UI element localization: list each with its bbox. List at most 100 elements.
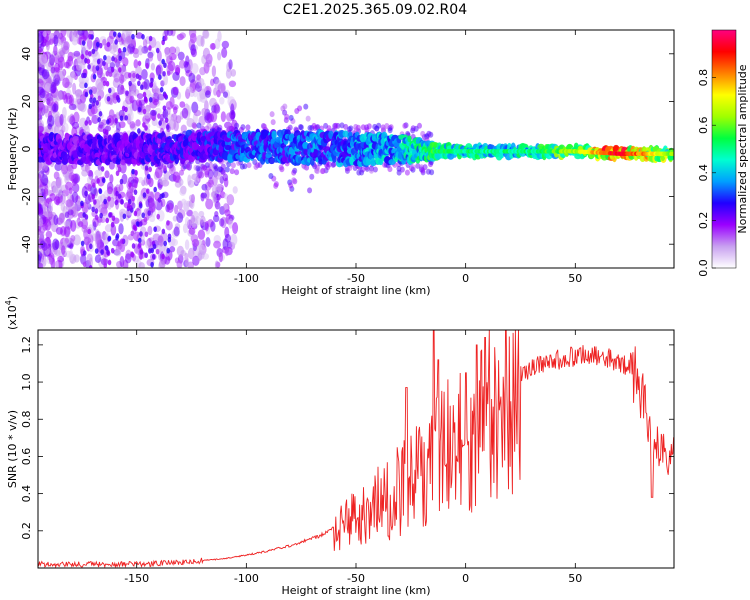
spectral-point bbox=[270, 119, 276, 126]
spectral-point bbox=[97, 95, 102, 102]
spectral-point bbox=[72, 82, 77, 95]
spectral-point bbox=[107, 186, 113, 195]
spectral-point bbox=[291, 177, 297, 184]
spectral-point bbox=[104, 170, 110, 179]
spectral-point bbox=[303, 103, 309, 110]
spectral-point bbox=[204, 220, 209, 232]
spectral-point bbox=[77, 30, 85, 36]
spectral-point bbox=[38, 86, 44, 94]
spectral-point bbox=[79, 63, 86, 70]
spectral-point bbox=[88, 50, 92, 57]
snr-x-tick-label: -100 bbox=[234, 572, 259, 585]
spectral-point bbox=[106, 41, 111, 48]
spectral-point bbox=[108, 161, 115, 170]
spectral-point bbox=[118, 223, 124, 235]
spectral-point bbox=[158, 94, 165, 101]
spectral-point bbox=[206, 122, 212, 129]
spectral-point bbox=[124, 106, 128, 113]
spectral-point bbox=[219, 218, 225, 227]
spectral-point bbox=[92, 97, 97, 103]
spectral-point bbox=[230, 162, 236, 169]
spectral-point bbox=[106, 249, 110, 256]
spectral-point bbox=[226, 194, 235, 206]
spectral-point bbox=[125, 90, 129, 96]
spectral-point bbox=[224, 246, 230, 257]
spectral-point bbox=[372, 123, 378, 130]
colorbar-tick-label: 0.6 bbox=[697, 116, 710, 134]
spectral-point bbox=[407, 135, 412, 143]
spectral-point bbox=[48, 201, 54, 213]
spectral-point bbox=[38, 178, 41, 187]
spectral-point bbox=[97, 195, 103, 204]
spectral-point bbox=[165, 100, 173, 110]
spectral-point bbox=[42, 105, 49, 114]
spectral-point bbox=[56, 185, 63, 197]
spectral-point bbox=[181, 198, 187, 205]
spectral-point bbox=[137, 176, 144, 184]
spectral-point bbox=[198, 244, 206, 252]
spectral-point bbox=[667, 154, 674, 161]
spectral-point bbox=[148, 45, 152, 51]
spectral-point bbox=[188, 72, 196, 83]
spectral-point bbox=[161, 228, 166, 235]
spectral-point bbox=[124, 253, 132, 264]
spectrogram-y-label: Frequency (Hz) bbox=[6, 108, 19, 191]
spectral-point bbox=[110, 247, 115, 254]
spectral-point bbox=[96, 178, 100, 184]
spectral-point bbox=[118, 55, 122, 62]
spectral-point bbox=[49, 54, 55, 66]
spectral-point bbox=[137, 45, 144, 56]
colorbar-gradient bbox=[711, 29, 737, 269]
spectral-point bbox=[141, 34, 145, 40]
spectral-point bbox=[311, 122, 317, 129]
spectral-point bbox=[319, 168, 325, 175]
spectral-point bbox=[213, 104, 221, 114]
spectral-point bbox=[368, 167, 374, 174]
spectral-point bbox=[107, 235, 112, 242]
spectral-point bbox=[182, 223, 188, 234]
spectral-point bbox=[144, 165, 149, 171]
colorbar-ticks: 0.0 0.2 0.4 0.6 0.8 bbox=[697, 69, 716, 277]
spectral-point bbox=[144, 231, 149, 238]
spectral-point bbox=[167, 60, 176, 72]
spectral-point bbox=[41, 69, 50, 80]
spectral-point bbox=[103, 198, 107, 205]
spectral-point bbox=[176, 259, 183, 268]
spectral-point bbox=[52, 103, 59, 113]
spectral-point bbox=[142, 91, 147, 98]
spectral-point bbox=[309, 173, 315, 180]
snr-multiplier: (x104) bbox=[4, 296, 19, 330]
spectral-point bbox=[191, 239, 200, 247]
spectral-point bbox=[201, 183, 208, 191]
spectral-point bbox=[65, 181, 73, 191]
spectral-point bbox=[108, 87, 112, 94]
spectral-point bbox=[94, 208, 99, 214]
spectral-point bbox=[38, 207, 44, 215]
spectral-point bbox=[105, 217, 110, 224]
spectral-point bbox=[60, 163, 68, 175]
spectral-point bbox=[402, 122, 408, 129]
spectral-point bbox=[127, 72, 132, 79]
spectral-point bbox=[234, 169, 240, 176]
spectral-point bbox=[372, 166, 378, 173]
spectral-point bbox=[82, 261, 87, 268]
spectral-point bbox=[98, 42, 103, 49]
spectral-point bbox=[129, 121, 136, 129]
spectral-point bbox=[198, 171, 205, 179]
spectral-point bbox=[115, 170, 120, 177]
spectral-point bbox=[135, 221, 140, 227]
spectral-point bbox=[119, 74, 125, 84]
spectral-point bbox=[115, 94, 120, 101]
spectral-point bbox=[58, 212, 65, 224]
spectral-point bbox=[142, 108, 147, 115]
spectral-point bbox=[58, 56, 65, 69]
spectrogram-panel: -150 -100 -50 0 50 -40 -20 0 20 40 Height of str… bbox=[6, 29, 675, 297]
spectral-point bbox=[126, 187, 134, 200]
spectral-point bbox=[172, 86, 179, 96]
spectrogram-x-ticks: -150 -100 -50 0 50 bbox=[124, 30, 582, 285]
spectral-point bbox=[54, 113, 60, 123]
spectral-point bbox=[61, 45, 70, 55]
spectral-point bbox=[124, 36, 133, 45]
spectral-point bbox=[143, 216, 148, 223]
spectral-point bbox=[91, 206, 95, 213]
